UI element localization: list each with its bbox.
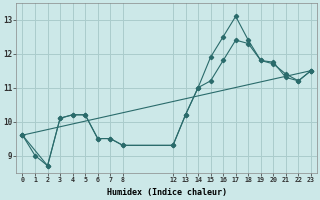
X-axis label: Humidex (Indice chaleur): Humidex (Indice chaleur)	[107, 188, 227, 197]
